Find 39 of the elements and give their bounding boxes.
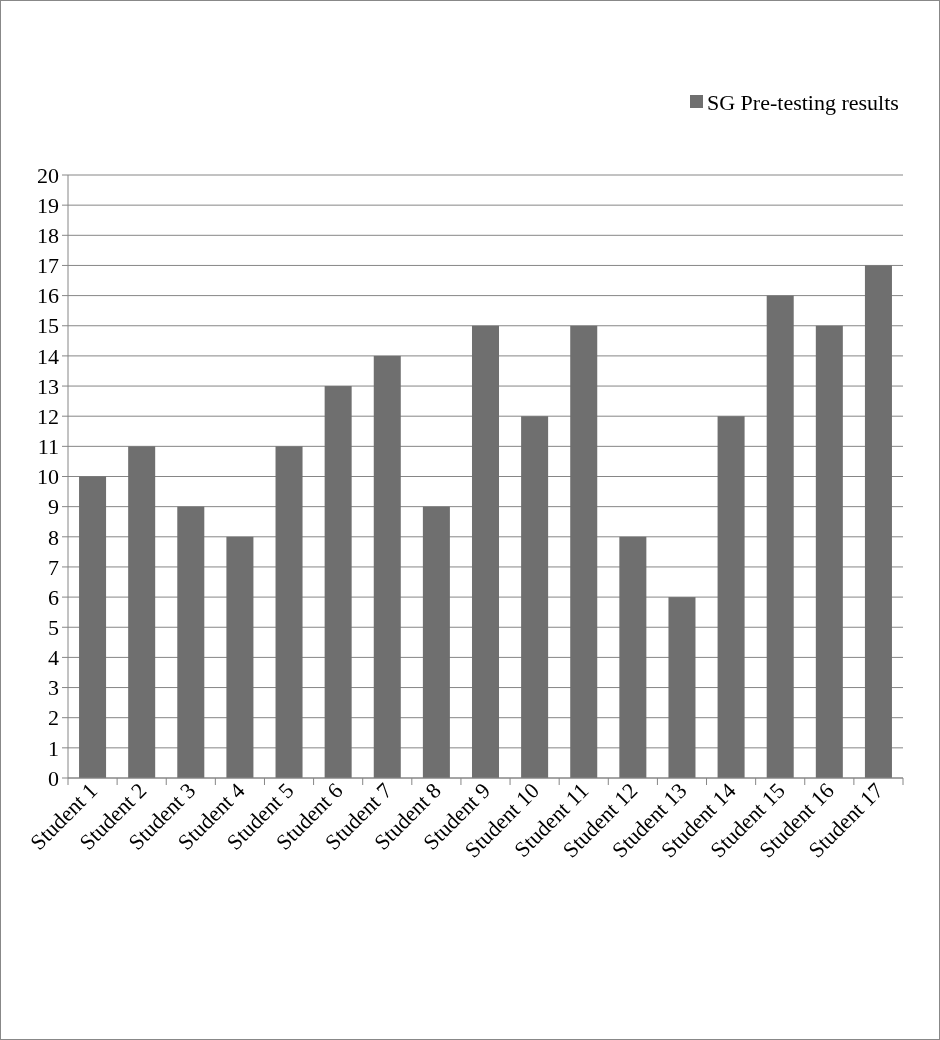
y-tick-label: 6: [48, 584, 59, 610]
bar: [864, 265, 892, 778]
bar: [128, 446, 156, 778]
bar: [373, 355, 401, 778]
y-tick-label: 1: [48, 735, 59, 761]
y-tick-label: 12: [37, 403, 59, 429]
y-tick-label: 11: [37, 434, 59, 460]
y-tick-label: 14: [37, 343, 59, 369]
y-tick-label: 2: [48, 705, 59, 731]
y-tick-label: 15: [37, 313, 59, 339]
y-tick-label: 9: [48, 494, 59, 520]
bar: [668, 597, 696, 778]
bar: [177, 506, 205, 778]
y-tick-label: 5: [48, 614, 59, 640]
bar: [815, 325, 843, 778]
y-tick-label: 18: [37, 223, 59, 248]
y-tick-label: 16: [37, 283, 59, 309]
bar: [422, 506, 450, 778]
bar: [226, 536, 254, 778]
bar: [79, 476, 107, 778]
bar: [766, 295, 794, 778]
legend-label: SG Pre-testing results: [707, 89, 899, 115]
bar: [324, 386, 352, 778]
bar: [717, 416, 745, 778]
bar: [521, 416, 549, 778]
y-tick-label: 20: [37, 162, 59, 188]
bar: [570, 325, 598, 778]
y-tick-label: 3: [48, 675, 59, 701]
y-tick-label: 10: [37, 464, 59, 490]
y-tick-label: 7: [48, 554, 59, 580]
y-tick-label: 17: [37, 253, 59, 279]
bar: [619, 536, 647, 778]
y-tick-label: 8: [48, 524, 59, 550]
y-tick-label: 4: [48, 645, 59, 671]
y-tick-label: 19: [37, 192, 59, 218]
y-tick-label: 0: [48, 765, 59, 791]
bar: [471, 325, 500, 778]
y-tick-label: 13: [37, 373, 59, 399]
bar: [275, 446, 303, 778]
